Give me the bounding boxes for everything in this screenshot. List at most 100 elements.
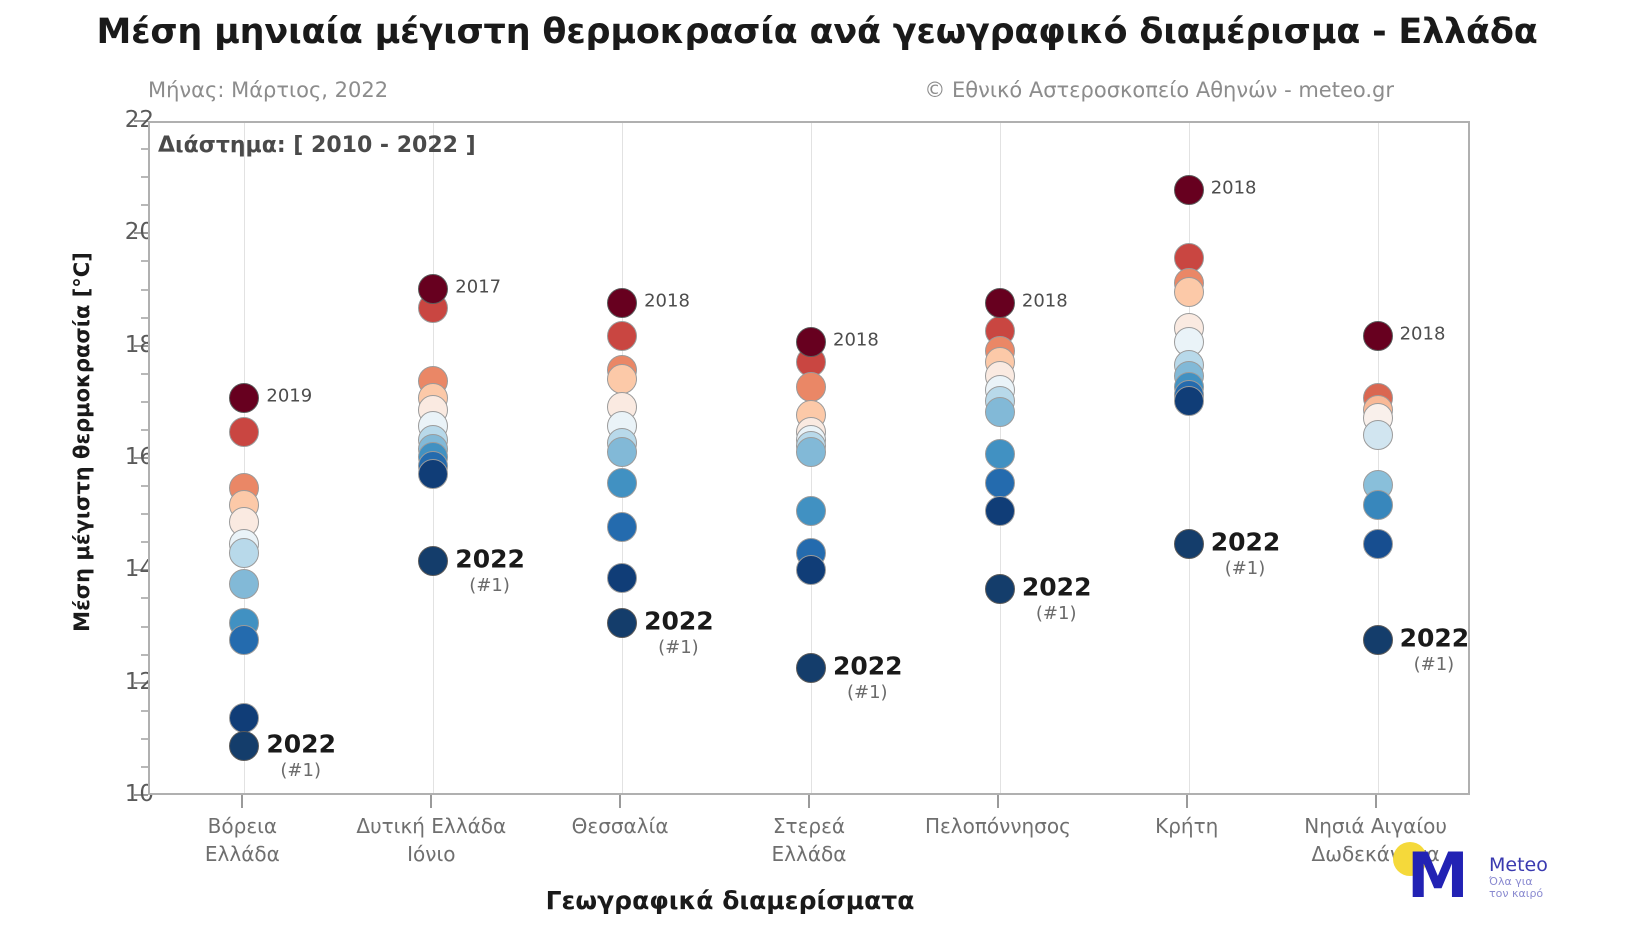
data-point[interactable]: [607, 467, 638, 498]
y-tick-minor: [141, 176, 148, 179]
data-point[interactable]: [796, 495, 826, 526]
y-tick-minor: [141, 400, 148, 403]
data-point[interactable]: [229, 703, 260, 734]
y-tick-minor: [141, 653, 148, 656]
y-tick-major: [134, 120, 148, 122]
y-tick-label: 18: [124, 331, 154, 358]
current-year-label: 2022: [1399, 623, 1470, 653]
x-tick-label-5: Πελοπόννησος: [924, 814, 1071, 838]
meteo-logo[interactable]: M Meteo Όλα για τον καιρό: [1393, 840, 1593, 916]
grid-line: [1188, 123, 1190, 793]
page-title: Μέση μηνιαία μέγιστη θερμοκρασία ανά γεω…: [96, 12, 1538, 52]
data-point[interactable]: [796, 652, 826, 683]
current-year-rank: (#1): [280, 760, 321, 782]
data-point[interactable]: [418, 273, 449, 304]
y-tick-minor: [141, 541, 148, 544]
y-tick-label: 10: [124, 781, 154, 807]
logo-tagline: Όλα για τον καιρό: [1489, 875, 1544, 900]
data-point[interactable]: [418, 546, 449, 577]
current-year-label: 2022: [266, 729, 336, 759]
current-year-rank: (#1): [1413, 653, 1455, 675]
y-tick-minor: [141, 597, 148, 600]
y-tick-minor: [141, 148, 148, 151]
y-tick-label: 20: [124, 219, 154, 246]
x-tick-label-2: Δυτική Ελλάδα Ιόνιο: [356, 814, 507, 866]
data-point[interactable]: [796, 436, 826, 467]
data-point[interactable]: [1173, 175, 1204, 206]
current-year-label: 2022: [833, 651, 903, 681]
data-point[interactable]: [984, 574, 1015, 605]
data-point[interactable]: [607, 562, 638, 593]
x-tick-label-3: Θεσσαλία: [571, 814, 669, 838]
sun-icon: [1393, 842, 1427, 876]
data-point[interactable]: [984, 397, 1015, 428]
y-tick-major: [134, 794, 148, 796]
y-tick-major: [134, 232, 148, 235]
x-tick-mark: [619, 795, 622, 808]
data-point[interactable]: [607, 321, 638, 352]
data-point[interactable]: [984, 439, 1015, 470]
data-point[interactable]: [984, 467, 1015, 498]
current-year-label: 2022: [1021, 572, 1092, 602]
y-tick-minor: [141, 737, 148, 740]
data-point[interactable]: [984, 495, 1015, 526]
y-tick-minor: [141, 288, 148, 291]
data-point[interactable]: [229, 416, 260, 447]
current-year-rank: (#1): [658, 636, 699, 658]
data-point[interactable]: [607, 363, 638, 394]
current-year-rank: (#1): [1035, 603, 1077, 625]
max-year-label: 2018: [644, 290, 690, 312]
y-tick-minor: [141, 316, 148, 319]
data-point[interactable]: [229, 568, 260, 599]
y-tick-minor: [141, 485, 148, 488]
data-point[interactable]: [1173, 529, 1204, 560]
y-tick-label: 22: [124, 107, 154, 133]
interval-annotation: Διάστημα: [ 2010 - 2022 ]: [158, 133, 476, 158]
data-point[interactable]: [796, 554, 826, 585]
y-tick-minor: [141, 625, 148, 628]
y-tick-major: [134, 344, 148, 347]
data-point[interactable]: [607, 512, 638, 543]
y-tick-major: [134, 457, 148, 459]
data-point[interactable]: [229, 383, 260, 414]
current-year-rank: (#1): [1224, 558, 1266, 580]
subtitle-copyright: © Εθνικό Αστεροσκοπείο Αθηνών - meteo.gr: [924, 78, 1394, 102]
y-tick-minor: [141, 709, 148, 712]
data-point[interactable]: [607, 287, 638, 318]
current-year-rank: (#1): [469, 575, 510, 597]
x-tick-mark: [808, 795, 810, 808]
data-point[interactable]: [229, 537, 260, 568]
data-point[interactable]: [418, 459, 449, 489]
x-tick-mark: [1374, 795, 1377, 808]
x-tick-mark: [241, 795, 244, 808]
x-tick-label-1: Βόρεια Ελλάδα: [204, 814, 280, 866]
data-point[interactable]: [229, 624, 260, 655]
y-tick-minor: [141, 428, 148, 431]
data-point[interactable]: [229, 731, 260, 762]
y-tick-major: [134, 569, 148, 572]
data-point[interactable]: [1362, 321, 1393, 352]
y-tick-minor: [141, 765, 148, 768]
data-point[interactable]: [796, 372, 826, 402]
data-point[interactable]: [1173, 276, 1204, 307]
max-year-label: 2019: [266, 385, 313, 407]
current-year-label: 2022: [455, 544, 525, 574]
current-year-label: 2022: [1210, 527, 1281, 557]
data-point[interactable]: [796, 327, 826, 357]
data-point[interactable]: [1362, 419, 1393, 450]
x-tick-label-6: Κρήτη: [1155, 814, 1219, 838]
x-tick-mark: [430, 795, 433, 808]
data-point[interactable]: [1362, 624, 1393, 655]
data-point[interactable]: [1173, 242, 1204, 273]
data-point[interactable]: [1362, 529, 1393, 560]
data-point[interactable]: [984, 287, 1015, 318]
data-point[interactable]: [607, 436, 638, 467]
current-year-label: 2022: [644, 606, 714, 636]
logo-name: Meteo: [1489, 854, 1548, 876]
data-point[interactable]: [607, 607, 638, 638]
grid-line: [1377, 123, 1379, 793]
data-point[interactable]: [1362, 489, 1393, 520]
y-tick-minor: [141, 260, 148, 263]
data-point[interactable]: [1173, 386, 1204, 416]
